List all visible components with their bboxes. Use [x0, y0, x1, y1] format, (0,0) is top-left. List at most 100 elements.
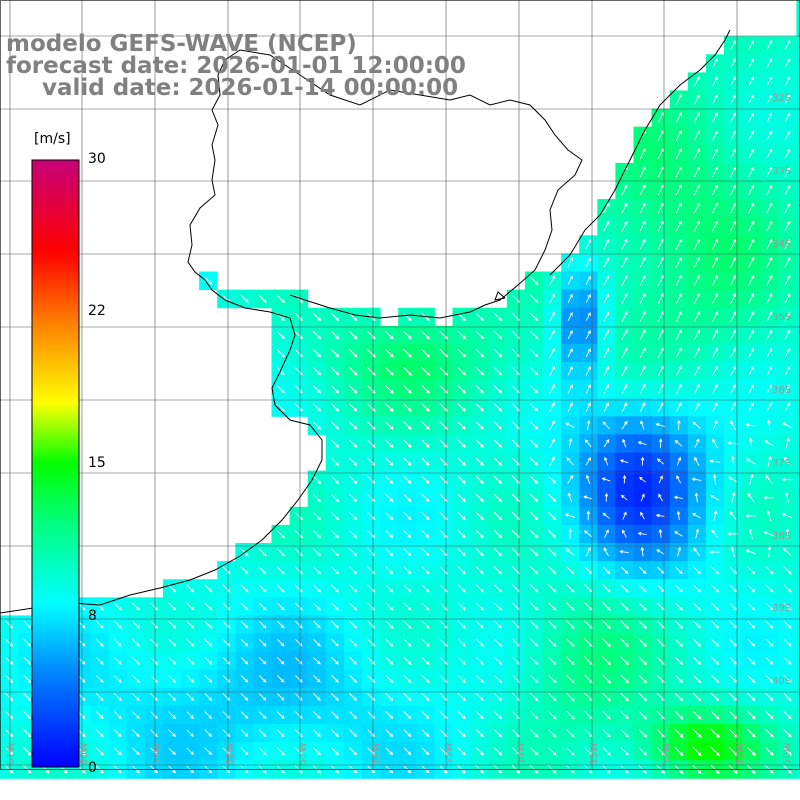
wind-arrow — [640, 493, 645, 502]
wind-arrow — [674, 746, 684, 756]
wind-arrow — [766, 166, 773, 177]
wind-arrow — [674, 728, 684, 738]
wind-arrow — [693, 130, 700, 141]
wind-arrow — [330, 403, 340, 412]
wind-arrow — [493, 674, 502, 683]
wind-arrow — [475, 711, 484, 720]
wind-arrow — [385, 548, 394, 557]
wind-arrow — [676, 475, 682, 484]
wind-arrow — [713, 510, 718, 521]
wind-arrow — [657, 329, 664, 340]
wind-arrow — [330, 312, 340, 322]
wind-arrow — [675, 238, 682, 250]
wind-arrow — [493, 729, 503, 738]
wind-arrow — [729, 638, 738, 647]
wind-arrow — [276, 529, 285, 539]
wind-arrow — [547, 638, 557, 647]
wind-arrow — [729, 511, 737, 521]
wind-arrow — [367, 475, 376, 484]
wind-arrow — [766, 365, 773, 376]
wind-arrow — [493, 439, 502, 448]
wind-arrow — [766, 148, 773, 159]
wind-arrow — [403, 729, 412, 738]
wind-arrow — [457, 493, 466, 502]
wind-arrow — [784, 491, 790, 503]
wind-arrow — [621, 202, 628, 214]
wind-arrow — [621, 347, 628, 358]
wind-arrow — [493, 385, 503, 394]
wind-arrow — [710, 746, 720, 757]
wind-arrow — [745, 549, 757, 555]
wind-arrow — [493, 710, 503, 720]
wind-arrow — [457, 584, 466, 593]
wind-arrow — [712, 112, 718, 123]
wind-arrow — [565, 620, 575, 629]
wind-arrow — [457, 656, 466, 665]
wind-arrow — [421, 584, 430, 593]
wind-arrow — [585, 474, 591, 484]
wind-arrow — [694, 456, 700, 466]
wind-arrow — [421, 330, 430, 340]
wind-arrow — [783, 656, 792, 665]
wind-arrow — [548, 511, 557, 521]
wind-arrow — [620, 638, 630, 648]
lat-label-35s: 35S — [772, 312, 791, 323]
wind-arrow — [619, 459, 629, 464]
wind-arrow — [602, 584, 611, 593]
wind-arrow — [204, 674, 213, 683]
wind-arrow — [367, 584, 376, 593]
wind-arrow — [549, 420, 555, 430]
wind-arrow — [331, 602, 339, 611]
wind-arrow — [765, 728, 774, 738]
wind-arrow — [421, 638, 430, 647]
wind-arrow — [313, 638, 321, 647]
wind-arrow — [493, 692, 502, 702]
wind-arrow — [744, 514, 757, 518]
wind-arrow — [585, 330, 591, 340]
wind-arrow — [766, 94, 773, 105]
lon-label-61w: 61W — [6, 742, 17, 765]
wind-arrow — [730, 383, 736, 394]
wind-arrow — [131, 602, 140, 611]
wind-arrow — [639, 220, 646, 232]
wind-arrow — [748, 39, 755, 51]
wind-arrow — [421, 548, 430, 557]
wind-arrow — [186, 729, 194, 737]
wind-arrow — [457, 638, 466, 647]
wind-arrow — [639, 202, 646, 214]
wind-arrow — [638, 728, 648, 738]
wind-cell — [796, 524, 800, 544]
wind-arrow — [784, 311, 791, 322]
wind-arrow — [638, 674, 648, 684]
wind-arrow — [367, 511, 376, 521]
wind-arrow — [385, 566, 394, 575]
wind-arrow — [150, 674, 158, 683]
wind-arrow — [638, 692, 648, 702]
wind-arrow — [566, 728, 575, 738]
wind-arrow — [457, 747, 466, 756]
wind-arrow — [567, 474, 574, 484]
wind-arrow — [712, 130, 718, 141]
wind-arrow — [529, 348, 539, 358]
wind-arrow — [168, 638, 177, 647]
wind-arrow — [548, 475, 557, 484]
wind-arrow — [711, 292, 719, 304]
wind-arrow — [712, 365, 718, 376]
wind-arrow — [710, 728, 720, 738]
wind-arrow — [457, 692, 466, 702]
wind-arrow — [712, 329, 718, 340]
lat-label-32s: 32S — [772, 93, 791, 104]
wind-arrow — [621, 402, 628, 412]
wind-arrow — [692, 638, 702, 647]
wind-arrow — [403, 620, 412, 629]
wind-arrow — [149, 602, 159, 611]
wind-arrow — [566, 747, 575, 756]
wind-arrow — [748, 57, 755, 69]
wind-arrow — [674, 656, 684, 665]
title-line-forecast-date: forecast date: 2026-01-01 12:00:00 — [6, 53, 466, 79]
wind-cell — [796, 398, 800, 417]
wind-arrow — [421, 439, 430, 448]
wind-arrow — [168, 602, 177, 611]
wind-arrow — [549, 438, 555, 449]
